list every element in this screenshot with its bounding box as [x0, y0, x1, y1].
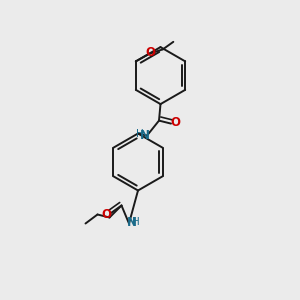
Text: N: N [140, 128, 150, 142]
Text: H: H [136, 129, 143, 139]
Text: O: O [170, 116, 181, 129]
Text: O: O [145, 46, 155, 59]
Text: O: O [101, 208, 111, 221]
Text: H: H [132, 217, 140, 227]
Text: N: N [126, 216, 136, 230]
